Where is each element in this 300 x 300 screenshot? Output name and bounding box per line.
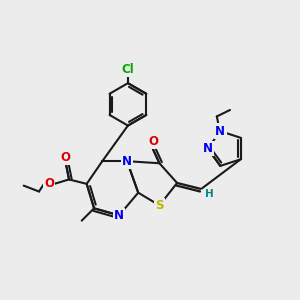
Text: H: H	[205, 189, 214, 199]
Text: O: O	[61, 151, 70, 164]
Text: N: N	[203, 142, 213, 155]
Text: Cl: Cl	[122, 63, 134, 76]
Text: N: N	[215, 125, 225, 138]
Text: O: O	[148, 135, 158, 148]
Text: S: S	[155, 199, 164, 212]
Text: N: N	[122, 155, 132, 168]
Text: N: N	[114, 209, 124, 222]
Text: O: O	[44, 177, 54, 190]
